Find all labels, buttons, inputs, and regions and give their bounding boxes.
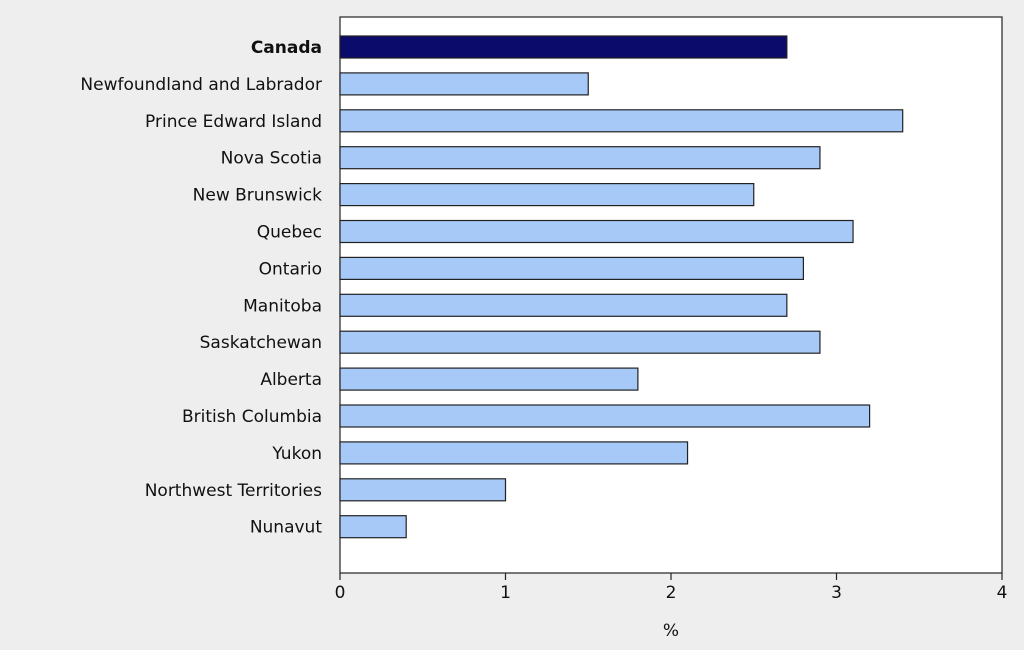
category-label: Alberta	[260, 370, 322, 390]
category-label: Nova Scotia	[221, 149, 322, 169]
x-tick-label: 3	[831, 583, 842, 603]
category-label: British Columbia	[182, 407, 322, 427]
bar	[339, 478, 507, 502]
bar	[339, 441, 689, 465]
category-label: Saskatchewan	[200, 333, 322, 353]
category-label: Quebec	[257, 223, 322, 243]
x-tick-label: 2	[666, 583, 677, 603]
bar	[339, 293, 788, 317]
x-tick-label: 1	[500, 583, 511, 603]
category-label: Nunavut	[250, 518, 323, 538]
x-tick-label: 0	[335, 583, 346, 603]
bar	[339, 35, 788, 59]
bar	[339, 183, 755, 207]
category-label: Yukon	[271, 444, 322, 464]
bar	[339, 367, 639, 391]
category-label: New Brunswick	[193, 186, 323, 206]
x-axis-ticks: 0 1 2 3 4	[335, 573, 1008, 603]
category-label: Ontario	[259, 259, 322, 279]
bar	[339, 515, 407, 539]
bar	[339, 219, 854, 244]
category-label: Northwest Territories	[145, 481, 322, 501]
category-label: Newfoundland and Labrador	[80, 75, 322, 95]
bar	[339, 109, 904, 133]
category-label: Prince Edward Island	[145, 112, 322, 132]
category-labels: Canada Newfoundland and Labrador Prince Ed…	[80, 38, 322, 538]
bar	[339, 256, 804, 280]
bar	[339, 146, 821, 170]
bar	[339, 330, 821, 354]
x-tick-label: 4	[997, 583, 1008, 603]
bars-group	[339, 35, 904, 539]
x-axis-title: %	[663, 621, 679, 641]
category-label: Canada	[251, 38, 322, 58]
bar	[339, 404, 871, 428]
bar	[339, 72, 589, 96]
category-label: Manitoba	[243, 296, 322, 316]
